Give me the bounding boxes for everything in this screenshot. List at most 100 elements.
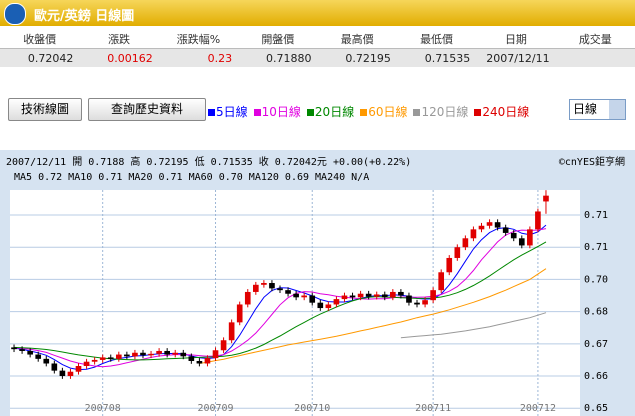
candle-body [35,354,42,359]
ma-line [400,312,547,339]
cell: 0.71535 [396,48,477,67]
candle-body [43,358,50,364]
legend-item: 60日線 [360,105,407,119]
candle-body [124,354,130,357]
select-arrow[interactable] [609,100,625,119]
cell: 0.72042 [0,48,80,67]
candle-body [228,322,235,341]
legend-item: 240日線 [474,105,529,119]
candle-body [99,357,106,360]
candle-body [188,356,195,361]
candle-body [390,291,396,298]
chart: 2007/12/11 開 0.7188 高 0.72195 低 0.71535 … [0,150,635,416]
info-line: 2007/12/11 開 0.7188 高 0.72195 低 0.71535 … [6,155,411,168]
candle-body [220,340,227,351]
candle-body [107,357,114,359]
legend: 5日線 10日線 20日線 60日線 120日線 240日線 [208,103,535,120]
select-value: 日線 [573,102,598,116]
candle-body [140,352,146,356]
cell [555,48,635,67]
y-tick-label: 0.71 [584,242,608,253]
legend-swatch [208,109,215,116]
candle-body [196,360,203,364]
candle-body [438,272,445,291]
y-tick-label: 0.71 [584,210,608,221]
button[interactable]: 技術線圖 [8,98,82,121]
candle-body [212,350,219,359]
candle-body [510,232,517,239]
candle-body [365,293,372,297]
candle-body [261,283,267,285]
legend-swatch [474,109,482,116]
candle-body [527,229,533,246]
column-header: 日期 [476,30,556,49]
column-header: 成交量 [555,30,635,49]
candle-body [204,358,211,364]
legend-item: 10日線 [253,105,301,119]
column-header: 最低價 [396,30,477,49]
legend-swatch [306,109,314,116]
candle-body [83,361,90,366]
candle-body [373,294,380,297]
candle-body [285,290,291,294]
y-tick-label: 0.70 [584,274,608,285]
candle-body [462,238,469,248]
ma-line [13,228,547,368]
header-bar: 歐元/英鎊 日線圖 [0,0,635,26]
y-tick-label: 0.65 [584,403,608,414]
candle-body [430,290,436,301]
candle-body [535,211,541,230]
candle-body [164,350,170,355]
candle-body [277,288,283,291]
cell: 2007/12/11 [476,48,556,67]
title: 歐元/英鎊 日線圖 [34,9,135,24]
cell: 0.71880 [238,48,318,67]
candle-body [478,225,485,230]
cell: 0.23 [158,48,239,67]
candle-body [325,304,332,309]
legend-swatch [253,109,261,116]
x-tick-label: 200709 [197,403,233,414]
period-select[interactable]: 日線 [569,99,626,120]
x-tick-label: 200711 [415,403,451,414]
legend-label: 120日線 [421,105,469,119]
legend-swatch [413,109,421,116]
ma-info: MA5 0.72 MA10 0.71 MA20 0.71 MA60 0.70 M… [14,172,369,183]
candle-body [333,299,340,305]
candle-body [414,302,420,305]
column-header: 漲跌 [79,30,159,49]
x-tick-label: 200710 [294,403,330,414]
candle-body [502,227,509,233]
candle-body [446,257,453,273]
legend-label: 60日線 [368,105,408,119]
button[interactable]: 查詢歷史資料 [88,98,206,121]
legend-item: 20日線 [306,105,354,119]
candle-body [543,195,549,202]
legend-item: 5日線 [208,105,248,119]
candle-body [115,354,122,359]
candle-body [398,291,404,296]
candle-body [518,238,525,246]
candle-body [75,366,82,372]
plot-area [10,190,580,416]
candle-body [349,295,356,298]
legend-label: 10日線 [261,105,301,119]
candle-body [148,353,154,356]
candle-body [470,229,477,239]
candle-body [381,294,388,298]
candle-body [454,247,461,258]
candle-body [132,352,138,357]
candle-body [293,293,299,298]
watermark: ©cnYES鉅亨網 [559,155,625,168]
y-tick-label: 0.66 [584,371,608,382]
candle-body [317,302,324,309]
quote-table: 收盤價 漲跌 漲跌幅% 開盤價 最高價 最低價 日期 成交量 0.72042 0.00162 0.2… [0,30,635,67]
candle-body [422,300,428,305]
candle-body [180,352,187,357]
candle-body [67,371,74,377]
candle-body [301,295,307,298]
legend-swatch [360,109,368,116]
ma-line [199,268,547,364]
candle-body [309,295,316,303]
candle-body [19,349,25,351]
